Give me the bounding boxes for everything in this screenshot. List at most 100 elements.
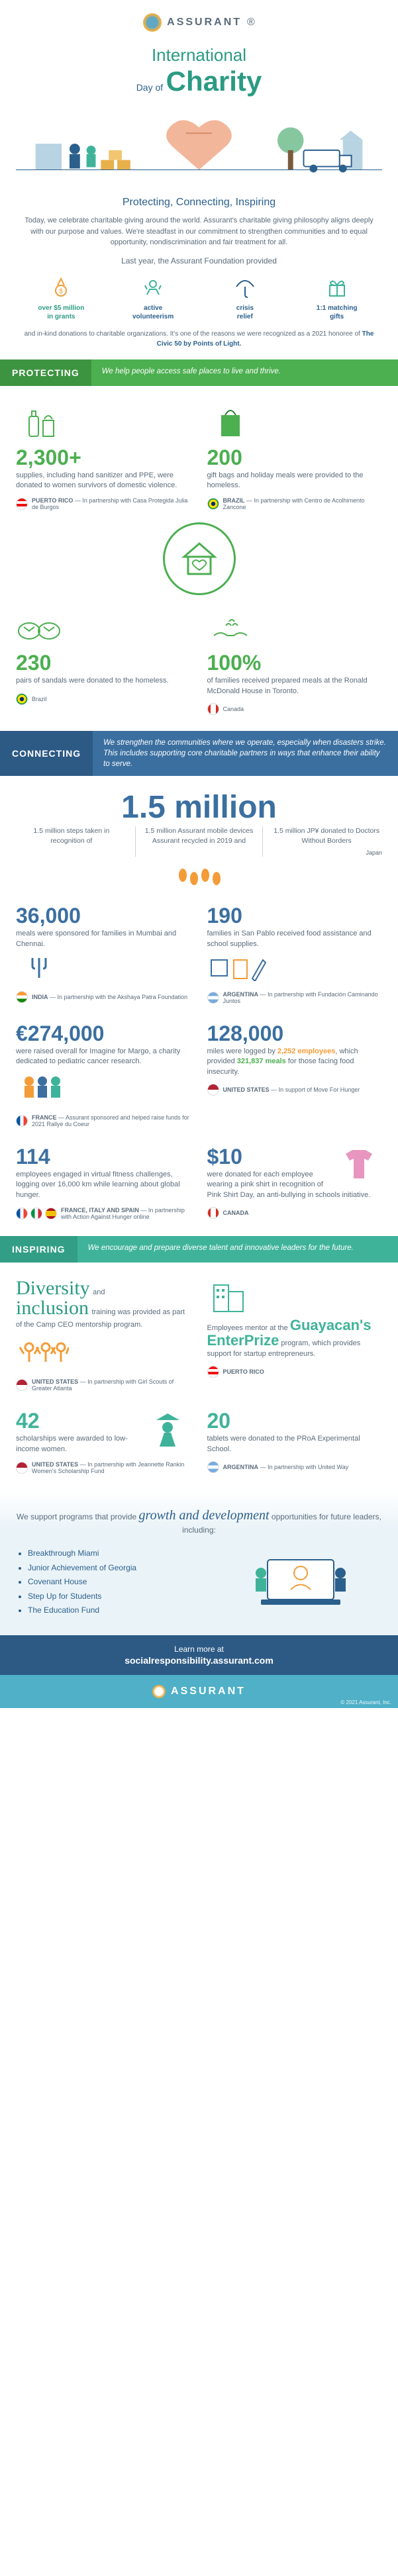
stat-number: 200	[207, 447, 383, 468]
country-tag: FRANCE — Assurant sponsored and helped r…	[16, 1114, 191, 1127]
pillar-label: activevolunteerism	[132, 304, 174, 321]
flag-icon-it	[30, 1208, 42, 1219]
stat-diversity: Diversity and inclusion training was pro…	[16, 1278, 191, 1392]
country-tag: UNITED STATES — In partnership with Jean…	[16, 1461, 191, 1474]
stat-desc: pairs of sandals were donated to the hom…	[16, 676, 191, 686]
copyright: © 2021 Assurant, Inc.	[340, 1699, 391, 1705]
flag-icon-ar	[207, 992, 219, 1004]
house-heart-icon	[176, 536, 223, 582]
footer-brand: ASSURANT	[171, 1686, 246, 1697]
stat-desc: gift bags and holiday meals were provide…	[207, 471, 383, 491]
stat-desc: were raised overall for Imagine for Marg…	[16, 1047, 191, 1067]
stat-desc: families in San Pablo received food assi…	[207, 929, 383, 949]
flag-icon-ar	[207, 1461, 219, 1473]
million-band: 1.5 million 1.5 million steps taken in r…	[0, 792, 398, 892]
pillar-label: over $5 millionin grants	[38, 304, 84, 321]
book-ruler-icon	[207, 955, 267, 981]
intro-paragraph: Today, we celebrate charitable giving ar…	[23, 215, 375, 248]
stat-desc: of families received prepared meals at t…	[207, 676, 383, 696]
stat-desc: supplies, including hand sanitizer and P…	[16, 471, 191, 491]
sandals-icon	[16, 607, 62, 647]
svg-text:$: $	[60, 288, 64, 295]
building-icon	[207, 1278, 254, 1315]
section-banner-connecting: CONNECTING We strengthen the communities…	[0, 731, 398, 776]
brand-logo: ASSURANT ®	[16, 13, 382, 32]
infographic-root: ASSURANT ® International Day of Charity	[0, 0, 398, 1708]
stat-margo: €274,000 were raised overall for Imagine…	[16, 1023, 191, 1127]
section-desc: We encourage and prepare diverse talent …	[77, 1236, 398, 1263]
country-tag: PUERTO RICO	[207, 1366, 383, 1378]
program-item: Covenant House	[28, 1575, 207, 1590]
country-tag: BRAZIL — In partnership with Centro de A…	[207, 497, 383, 510]
growth-intro: We support programs that provide growth …	[16, 1506, 382, 1536]
program-item: Junior Achievement of Georgia	[28, 1561, 207, 1576]
country-tag: INDIA — In partnership with the Akshaya …	[16, 991, 191, 1003]
diversity-script: Diversity and inclusion training was pro…	[16, 1278, 191, 1330]
laptop-illustration	[220, 1547, 382, 1619]
program-item: Step Up for Students	[28, 1590, 207, 1604]
fork-knife-icon	[16, 955, 62, 981]
pillar-grants: $ over $5 millionin grants	[19, 275, 104, 321]
multi-flag	[16, 1208, 57, 1219]
stat-number: 20	[207, 1410, 383, 1431]
flag-icon-pr	[207, 1366, 219, 1378]
intro-lead: Last year, the Assurant Foundation provi…	[16, 256, 382, 265]
stat-number: 2,300+	[16, 447, 191, 468]
stat-fitness: 114 employees engaged in virtual fitness…	[16, 1146, 191, 1220]
title-international: International	[16, 45, 382, 66]
flag-icon-us	[16, 1462, 28, 1474]
shopping-bag-icon	[207, 402, 254, 442]
title-line2-wrap: Day of Charity	[16, 66, 382, 97]
pillar-label: 1:1 matchinggifts	[317, 304, 358, 321]
cheering-people-icon	[16, 1335, 69, 1368]
stat-pinkshirt: $10 were donated for each employee weari…	[207, 1146, 383, 1220]
tshirt-icon	[336, 1146, 382, 1186]
country-tag: UNITED STATES — In partnership with Girl…	[16, 1378, 191, 1392]
stat-number: 36,000	[16, 905, 191, 926]
graduate-icon	[145, 1410, 191, 1450]
pillar-matching: 1:1 matchinggifts	[294, 275, 379, 321]
grants-icon: $	[48, 275, 74, 300]
growth-section: We support programs that provide growth …	[0, 1490, 398, 1635]
title-charity: Charity	[166, 66, 262, 97]
stat-miles: 128,000 miles were logged by 2,252 emplo…	[207, 1023, 383, 1127]
stat-tablets: 20 tablets were donated to the PRoA Expe…	[207, 1410, 383, 1474]
stat-desc: tablets were donated to the PRoA Experim…	[207, 1434, 383, 1455]
globe-icon	[143, 13, 162, 32]
footsteps-icon	[173, 862, 226, 888]
credit-line: and in-kind donations to charitable orga…	[16, 329, 382, 349]
program-item: The Education Fund	[28, 1603, 207, 1618]
title-dayof: Day of	[136, 82, 163, 93]
stat-sandals: 230 pairs of sandals were donated to the…	[16, 607, 191, 715]
growth-columns: Breakthrough Miami Junior Achievement of…	[16, 1547, 382, 1619]
flag-icon-us	[16, 1379, 28, 1391]
stat-meals: 100% of families received prepared meals…	[207, 607, 383, 715]
main-title: International Day of Charity	[16, 45, 382, 97]
million-col-devices: 1.5 million Assurant mobile devices Assu…	[135, 826, 255, 857]
stat-desc: employees engaged in virtual fitness cha…	[16, 1170, 191, 1200]
country-tag: UNITED STATES — In support of Move For H…	[207, 1084, 383, 1096]
stat-sanpablo: 190 families in San Pablo received food …	[207, 905, 383, 1004]
subhead: Protecting, Connecting, Inspiring	[16, 197, 382, 209]
brand-name: ASSURANT	[167, 17, 242, 28]
growth-programs-list: Breakthrough Miami Junior Achievement of…	[16, 1547, 207, 1619]
cta-link[interactable]: Learn more at socialresponsibility.assur…	[0, 1635, 398, 1675]
stat-number: 128,000	[207, 1023, 383, 1044]
stat-desc: miles were logged by 2,252 employees, wh…	[207, 1047, 383, 1077]
stat-number: 100%	[207, 652, 383, 673]
registered-mark: ®	[247, 17, 255, 28]
stat-number: 230	[16, 652, 191, 673]
pillar-icon-row: $ over $5 millionin grants activevolunte…	[19, 275, 379, 321]
protecting-grid: 2,300+ supplies, including hand sanitize…	[16, 402, 382, 716]
flag-icon-br	[16, 693, 28, 705]
globe-icon	[152, 1685, 166, 1698]
country-tag: ARGENTINA — In partnership with Fundació…	[207, 991, 383, 1004]
section-tag: PROTECTING	[0, 359, 91, 386]
guayacan-text: Employees mentor at the Guayacan's Enter…	[207, 1318, 383, 1359]
hero-svg	[16, 104, 382, 183]
flag-icon-us	[207, 1084, 219, 1096]
country-tag: FRANCE, ITALY and SPAIN — In partnership…	[16, 1207, 191, 1220]
stat-guayacan: Employees mentor at the Guayacan's Enter…	[207, 1278, 383, 1392]
house-heart-hero	[16, 522, 382, 595]
flag-icon-pr	[16, 498, 28, 510]
